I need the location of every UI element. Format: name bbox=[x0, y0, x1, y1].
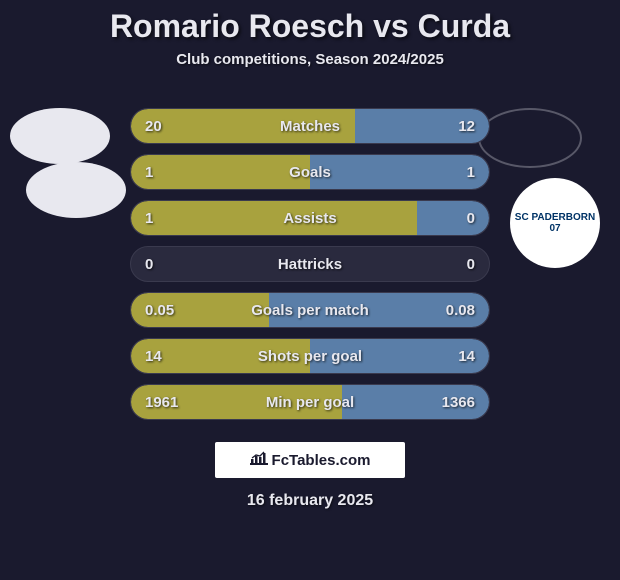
stat-value-left: 1961 bbox=[145, 394, 178, 411]
stat-row: 1961 Min per goal 1366 bbox=[130, 384, 490, 420]
stat-label: Shots per goal bbox=[258, 348, 362, 365]
stat-value-right: 1366 bbox=[442, 394, 475, 411]
date-label: 16 february 2025 bbox=[0, 492, 620, 510]
stat-row: 20 Matches 12 bbox=[130, 108, 490, 144]
stat-value-left: 0.05 bbox=[145, 302, 174, 319]
stat-row: 0 Hattricks 0 bbox=[130, 246, 490, 282]
stat-bar-left bbox=[131, 201, 417, 235]
subtitle: Club competitions, Season 2024/2025 bbox=[0, 51, 620, 68]
stat-bar-right bbox=[310, 155, 489, 189]
stat-value-left: 1 bbox=[145, 210, 153, 227]
stat-value-right: 0 bbox=[467, 256, 475, 273]
stat-row: 14 Shots per goal 14 bbox=[130, 338, 490, 374]
stat-value-left: 14 bbox=[145, 348, 162, 365]
stat-label: Matches bbox=[280, 118, 340, 135]
stat-value-right: 1 bbox=[467, 164, 475, 181]
stat-value-left: 1 bbox=[145, 164, 153, 181]
stat-bar-right bbox=[417, 201, 489, 235]
stat-row: 1 Assists 0 bbox=[130, 200, 490, 236]
stat-value-left: 20 bbox=[145, 118, 162, 135]
stat-label: Goals bbox=[289, 164, 331, 181]
page-title: Romario Roesch vs Curda bbox=[0, 0, 620, 45]
stat-bar-left bbox=[131, 155, 310, 189]
stat-row: 0.05 Goals per match 0.08 bbox=[130, 292, 490, 328]
player-right-avatar-placeholder bbox=[478, 108, 578, 164]
stat-value-right: 0.08 bbox=[446, 302, 475, 319]
stat-value-right: 12 bbox=[458, 118, 475, 135]
player-left-avatar-2 bbox=[26, 162, 126, 218]
stat-label: Min per goal bbox=[266, 394, 354, 411]
stat-label: Assists bbox=[283, 210, 336, 227]
stat-value-right: 0 bbox=[467, 210, 475, 227]
fctables-label: FcTables.com bbox=[272, 452, 371, 469]
player-left-avatar-1 bbox=[10, 108, 110, 164]
stat-value-right: 14 bbox=[458, 348, 475, 365]
club-logo-right: SC PADERBORN 07 bbox=[510, 178, 600, 268]
stat-label: Goals per match bbox=[251, 302, 369, 319]
stat-row: 1 Goals 1 bbox=[130, 154, 490, 190]
fctables-logo[interactable]: FcTables.com bbox=[215, 442, 405, 478]
stat-value-left: 0 bbox=[145, 256, 153, 273]
stat-label: Hattricks bbox=[278, 256, 342, 273]
chart-icon bbox=[250, 451, 268, 470]
